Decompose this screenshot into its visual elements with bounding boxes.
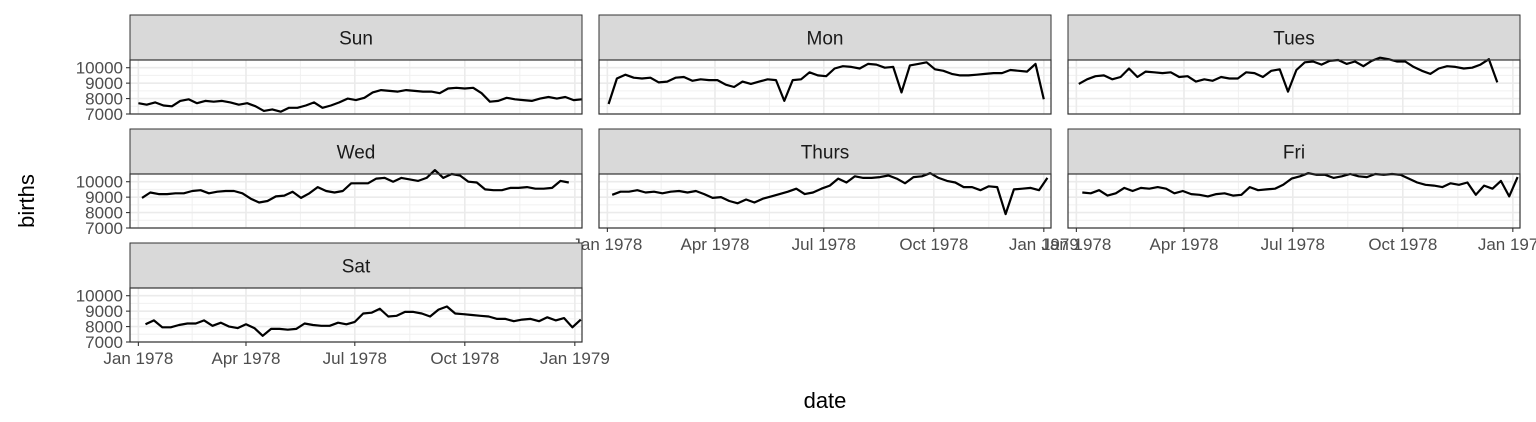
facet-strip-label: Thurs (801, 143, 850, 164)
x-tick-label: Jan 1979 (1009, 235, 1079, 254)
facet-strip-label: Mon (807, 29, 844, 50)
x-tick-label: Jul 1978 (323, 349, 387, 368)
y-tick-label: 7000 (85, 105, 123, 124)
x-tick-label: Jul 1978 (1261, 235, 1325, 254)
panel-background (130, 60, 582, 114)
x-tick-label: Apr 1978 (1149, 235, 1218, 254)
series-line-wed (141, 169, 570, 204)
panel-border (1067, 173, 1521, 229)
y-tick-label: 9000 (85, 188, 123, 207)
x-tick-label: Jan 1979 (1478, 235, 1536, 254)
series-line-sat (145, 305, 582, 337)
panel-border (598, 59, 1052, 115)
series-line-tues (1078, 56, 1499, 93)
x-tick-label: Jan 1978 (572, 235, 642, 254)
facet-panel-thurs: Thurs Jan 1978 Apr 1978 Jul 1978 Oct 1978 Jan… (572, 128, 1079, 254)
facet-strip (129, 128, 583, 175)
y-tick-label: 10000 (76, 173, 123, 192)
x-tick-label: Oct 1978 (430, 349, 499, 368)
panel-background (1068, 174, 1520, 228)
y-tick-label: 9000 (85, 74, 123, 93)
panel-border (598, 173, 1052, 229)
y-tick-label: 8000 (85, 318, 123, 337)
y-tick-label: 8000 (85, 204, 123, 223)
series-line-fri (1082, 172, 1519, 198)
series-line-thurs (611, 172, 1049, 216)
facet-panel-fri: Fri Jan 1978 Apr 1978 Jul 1978 Oct 1978 Jan 1… (1041, 128, 1536, 254)
panel-background (1068, 60, 1520, 114)
facet-strip (1067, 128, 1521, 175)
y-tick-label: 7000 (85, 219, 123, 238)
y-tick-label: 10000 (76, 287, 123, 306)
facet-strip-label: Sun (339, 29, 373, 50)
facet-strip-label: Sat (342, 257, 371, 278)
panel-border (129, 287, 583, 343)
x-axis-title: date (804, 388, 847, 413)
x-tick-label: Apr 1978 (680, 235, 749, 254)
y-tick-label: 10000 (76, 59, 123, 78)
x-tick-label: Jan 1979 (540, 349, 610, 368)
panel-border (129, 59, 583, 115)
y-axis-title: births (14, 174, 39, 228)
panel-border (1067, 59, 1521, 115)
y-tick-label: 8000 (85, 90, 123, 109)
x-tick-label: Apr 1978 (211, 349, 280, 368)
facet-strip (129, 242, 583, 289)
x-tick-label: Jul 1978 (792, 235, 856, 254)
facet-panel-mon: Mon (598, 14, 1052, 115)
panel-border (129, 173, 583, 229)
x-tick-label: Jan 1978 (103, 349, 173, 368)
x-tick-label: Jan 1978 (1041, 235, 1111, 254)
facet-strip (598, 128, 1052, 175)
x-tick-label: Oct 1978 (1368, 235, 1437, 254)
x-tick-label: Oct 1978 (899, 235, 968, 254)
y-tick-label: 9000 (85, 302, 123, 321)
series-line-sun (138, 86, 583, 113)
facet-strip-label: Fri (1283, 143, 1305, 164)
facet-strip-label: Tues (1273, 29, 1315, 50)
series-line-mon (607, 61, 1045, 105)
facet-strip-label: Wed (337, 143, 376, 164)
panel-background (130, 288, 582, 342)
panel-background (599, 174, 1051, 228)
facet-strip (1067, 14, 1521, 61)
facet-panel-tues: Tues (1067, 14, 1521, 115)
panel-background (599, 60, 1051, 114)
y-tick-label: 7000 (85, 333, 123, 352)
facet-strip (129, 14, 583, 61)
